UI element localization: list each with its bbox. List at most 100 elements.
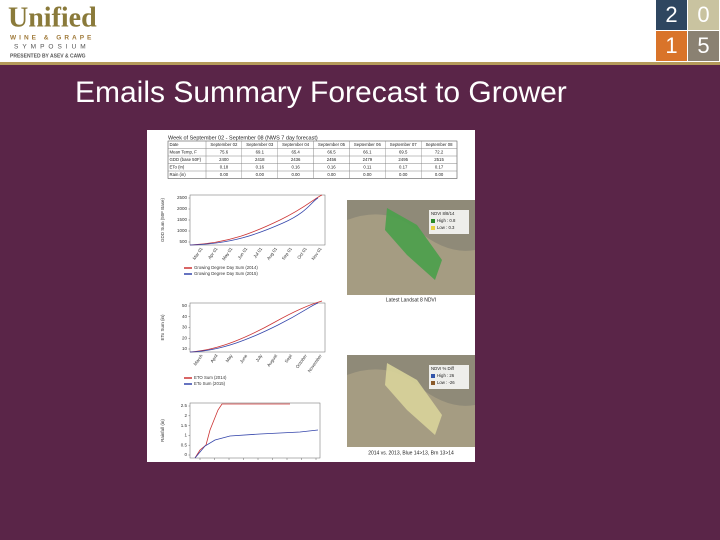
table-text: Rain (in) [170, 172, 187, 177]
table-text: 0.17 [399, 164, 408, 169]
map-fields [385, 208, 442, 280]
year-digit: 5 [697, 33, 709, 58]
table-text: 0.16 [291, 164, 300, 169]
header-band [0, 0, 720, 62]
table-text: 2515 [434, 157, 444, 162]
legend-text: Growing Degree Day Sum (2015) [194, 271, 258, 276]
x-tick-label: June [239, 353, 249, 364]
table-text: September 08 [426, 142, 454, 147]
logo-line: SYMPOSIUM [14, 44, 90, 51]
table-text: September 07 [390, 142, 418, 147]
y-axis-label: GDD Sum (50F Base) [160, 197, 165, 242]
table-title: Week of September 02 - September 08 (NWS… [168, 135, 318, 141]
curve [189, 194, 323, 246]
legend-text: ETo Sum (2015) [194, 381, 226, 386]
table-text: 2418 [255, 157, 265, 162]
x-tick-label: April [209, 353, 218, 363]
map-legend-title: NDVI 8/8/14 [431, 211, 455, 216]
y-tick-label: 1500 [177, 217, 188, 222]
x-tick-label: Apr 01 [207, 246, 219, 260]
year-tile [656, 31, 687, 61]
y-axis-label: Rainfall (in) [160, 419, 165, 442]
table-text: 2495 [398, 157, 408, 162]
table-text: 72.2 [435, 149, 444, 154]
y-tick-label: 1000 [177, 228, 188, 233]
year-tile [688, 0, 719, 30]
y-tick-label: 50 [182, 303, 188, 308]
y-tick-label: 40 [182, 314, 188, 319]
table-text: 0.17 [435, 164, 444, 169]
y-axis-label: ETo Sum (in) [160, 314, 165, 341]
year-digit: 2 [665, 2, 677, 27]
map-caption: Latest Landsat 8 NDVI [386, 297, 436, 303]
table-text: Mean Temp, F [170, 149, 198, 154]
table-text: 2400 [219, 157, 229, 162]
table-text: 0.00 [399, 172, 408, 177]
table-text: 69.5 [399, 149, 408, 154]
map-fields [385, 363, 442, 435]
map-legend-high: High : 26 [437, 373, 455, 378]
y-tick-label: 1.5 [181, 423, 188, 428]
y-tick-label: 1 [184, 433, 187, 438]
table-text: 75.6 [220, 149, 229, 154]
map-legend-box [429, 210, 469, 234]
table-text: ETo (in) [170, 164, 185, 169]
x-tick-label: May [225, 353, 234, 363]
y-tick-label: 2.5 [181, 403, 188, 408]
table-text: September 05 [318, 142, 346, 147]
map-legend-swatch [431, 381, 435, 385]
table-text: September 06 [354, 142, 382, 147]
table-text: 2479 [363, 157, 373, 162]
x-tick-label: Sept [284, 353, 294, 364]
table-text: 0.00 [327, 172, 336, 177]
table-text: September 03 [246, 142, 274, 147]
table-text: 0.16 [256, 164, 265, 169]
curve [189, 197, 319, 246]
slide-title: Emails Summary Forecast to Grower [75, 76, 567, 109]
y-tick-label: 2000 [177, 206, 188, 211]
y-tick-label: 10 [182, 346, 188, 351]
year-digit: 1 [665, 33, 677, 58]
map-legend-swatch [431, 226, 435, 230]
y-tick-label: 20 [182, 335, 188, 340]
y-tick-label: 0.5 [181, 442, 188, 447]
table-text: 0.00 [435, 172, 444, 177]
x-tick-label: Jul 01 [252, 246, 263, 259]
y-tick-label: 2 [184, 413, 187, 418]
map-legend-low: Low : -26 [437, 380, 455, 385]
map-legend-title: NDVI % Diff [431, 366, 455, 371]
table-text: 0.18 [220, 164, 229, 169]
year-digit: 0 [697, 2, 709, 27]
table-text: 0.00 [220, 172, 229, 177]
map-legend-high: High : 0.8 [437, 218, 456, 223]
header-rule [0, 62, 720, 65]
curve [194, 429, 319, 459]
table-cell [420, 170, 458, 179]
y-tick-label: 30 [182, 325, 188, 330]
curve [189, 300, 323, 353]
logo-line: PRESENTED BY ASEV & CAWG [10, 53, 86, 59]
table-text: September 02 [210, 142, 238, 147]
table-text: 2456 [327, 157, 337, 162]
map-legend-low: Low : 0.3 [437, 225, 455, 230]
year-tile [688, 31, 719, 61]
x-tick-label: Oct 01 [296, 246, 308, 260]
table-text: 0.00 [291, 172, 300, 177]
table-text: 0.11 [363, 164, 372, 169]
y-tick-label: 0 [184, 452, 187, 457]
table-text: Date [170, 142, 180, 147]
table-text: September 04 [282, 142, 310, 147]
table-text: 0.00 [363, 172, 372, 177]
x-tick-label: March [193, 353, 205, 367]
table-text: 65.4 [291, 149, 300, 154]
map-legend-swatch [431, 374, 435, 378]
legend-text: Growing Degree Day Sum (2014) [194, 265, 258, 270]
map-caption: 2014 vs. 2013, Blue 14>13, Brn 13>14 [368, 450, 454, 456]
y-tick-label: 500 [179, 239, 187, 244]
table-text: 69.1 [256, 149, 265, 154]
table-text: 0.00 [256, 172, 265, 177]
map-legend-swatch [431, 219, 435, 223]
x-tick-label: July [255, 353, 264, 363]
